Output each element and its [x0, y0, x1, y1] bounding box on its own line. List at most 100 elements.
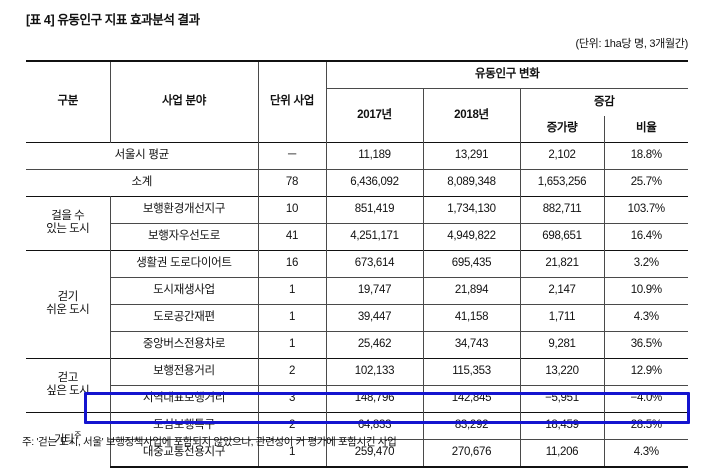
header-row-3: 증가량 비율	[26, 115, 688, 142]
cell-year-2017: 64,833	[326, 411, 424, 439]
table-row-summary: 서울시 평균 － 11,189 13,291 2,102 18.8%	[26, 141, 689, 169]
footnote: 주: '걷는 도시, 서울' 보행정책사업에 포함되지 않았으나, 관련성이 커…	[22, 436, 397, 448]
effect-analysis-table: 구분 사업 분야 단위 사업 유동인구 변화 2017년 2018년 증감 증가…	[26, 60, 689, 468]
cell-delta-rate: 4.3%	[604, 438, 689, 468]
cell-project-field: 보행자우선도로	[110, 222, 259, 250]
cell-year-2018: 13,291	[423, 141, 521, 169]
cell-delta-amount: 2,102	[520, 141, 605, 169]
cell-year-2018: 34,743	[423, 330, 521, 358]
cell-year-2017: 673,614	[326, 249, 424, 277]
cell-delta-amount: 9,281	[520, 330, 605, 358]
cell-year-2018: 8,089,348	[423, 168, 521, 196]
cell-year-2017: 4,251,171	[326, 222, 424, 250]
cell-project-field: 지역대표보행거리	[110, 384, 259, 412]
header-row-1: 구분 사업 분야 단위 사업 유동인구 변화	[26, 60, 689, 142]
cell-delta-amount: 1,653,256	[520, 168, 605, 196]
column-header-unit-project: 단위 사업	[258, 60, 327, 142]
column-header-division: 구분	[26, 60, 111, 142]
table-row: 걷고 싶은 도시 보행전용거리 2 102,133 115,353 13,220 12.9%	[26, 357, 689, 412]
cell-year-2017: 39,447	[326, 303, 424, 331]
cell-delta-amount: 21,821	[520, 249, 605, 277]
cell-year-2018: 41,158	[423, 303, 521, 331]
cell-delta-amount: 882,711	[520, 195, 605, 223]
cell-project-field: 보행환경개선지구	[110, 195, 259, 223]
table-row: 도시재생사업 1 19,747 21,894 2,147 10.9%	[26, 276, 689, 304]
cell-year-2018: 1,734,130	[423, 195, 521, 223]
cell-delta-rate: 18.8%	[604, 141, 689, 169]
table-row: 지역대표보행거리 3 148,796 142,845 −5,951 −4.0%	[26, 384, 689, 412]
summary-row-label: 서울시 평균	[26, 141, 259, 169]
table-row: 기타주 도심보행특구 2 64,833 83,292 18,459 28.5%	[26, 411, 689, 467]
unit-note: (단위: 1ha당 명, 3개월간)	[575, 38, 688, 50]
cell-year-2017: 851,419	[326, 195, 424, 223]
cell-year-2017: 102,133	[326, 357, 424, 385]
table-row: 보행자우선도로 41 4,251,171 4,949,822 698,651 16.4%	[26, 222, 689, 250]
table-head: 구분 사업 분야 단위 사업 유동인구 변화 2017년 2018년 증감 증가…	[26, 60, 689, 142]
cell-year-2018: 21,894	[423, 276, 521, 304]
cell-unit-project: －	[258, 141, 327, 169]
cell-year-2018: 270,676	[423, 438, 521, 468]
cell-unit-project: 16	[258, 249, 327, 277]
summary-row-label: 소계	[26, 168, 259, 196]
cell-year-2018: 142,845	[423, 384, 521, 412]
cell-unit-project: 2	[258, 411, 327, 439]
cell-unit-project: 1	[258, 330, 327, 358]
column-header-population-change: 유동인구 변화	[326, 60, 689, 89]
cell-delta-amount: 13,220	[520, 357, 605, 385]
group-label: 걸을 수 있는 도시	[26, 195, 111, 250]
cell-unit-project: 78	[258, 168, 327, 196]
cell-project-field: 도로공간재편	[110, 303, 259, 331]
cell-year-2018: 4,949,822	[423, 222, 521, 250]
cell-delta-rate: 16.4%	[604, 222, 689, 250]
column-header-project-field: 사업 분야	[110, 60, 259, 142]
cell-year-2017: 11,189	[326, 141, 424, 169]
column-header-year-2018: 2018년	[423, 88, 521, 142]
cell-delta-rate: 36.5%	[604, 330, 689, 358]
cell-delta-amount: −5,951	[520, 384, 605, 412]
table-row-summary: 소계 78 6,436,092 8,089,348 1,653,256 25.7%	[26, 168, 689, 196]
column-header-delta-amount: 증가량	[520, 115, 605, 142]
footnote-marker: 주	[74, 431, 82, 441]
cell-year-2017: 148,796	[326, 384, 424, 412]
column-header-delta-rate: 비율	[635, 121, 657, 134]
cell-year-2018: 695,435	[423, 249, 521, 277]
cell-delta-rate: −4.0%	[604, 384, 689, 412]
table-row: 걷기 쉬운 도시 생활권 도로다이어트 16 673,614 695,435 21,821 3…	[26, 249, 689, 358]
cell-project-field: 중앙버스전용차로	[110, 330, 259, 358]
cell-delta-amount: 2,147	[520, 276, 605, 304]
cell-year-2017: 6,436,092	[326, 168, 424, 196]
cell-project-field: 생활권 도로다이어트	[110, 249, 259, 277]
page-title: [표 4] 유동인구 지표 효과분석 결과	[26, 13, 200, 27]
group-label: 기타주	[26, 411, 111, 467]
column-header-year-2017: 2017년	[326, 88, 424, 142]
cell-year-2017: 25,462	[326, 330, 424, 358]
cell-delta-amount: 1,711	[520, 303, 605, 331]
cell-delta-rate: 12.9%	[604, 357, 689, 385]
cell-delta-amount: 11,206	[520, 438, 605, 468]
table-row: 중앙버스전용차로 1 25,462 34,743 9,281 36.5%	[26, 330, 689, 358]
cell-delta-rate: 4.3%	[604, 303, 689, 331]
cell-unit-project: 3	[258, 384, 327, 412]
cell-unit-project: 1	[258, 303, 327, 331]
header-row-2: 2017년 2018년 증감	[26, 88, 689, 142]
cell-year-2018: 115,353	[423, 357, 521, 385]
group-label: 걷고 싶은 도시	[26, 357, 111, 412]
cell-unit-project: 1	[258, 276, 327, 304]
cell-delta-rate: 10.9%	[604, 276, 689, 304]
cell-delta-rate: 28.5%	[604, 411, 689, 439]
cell-delta-rate: 3.2%	[604, 249, 689, 277]
cell-unit-project: 2	[258, 357, 327, 385]
cell-project-field: 도시재생사업	[110, 276, 259, 304]
table-row: 도로공간재편 1 39,447 41,158 1,711 4.3%	[26, 303, 689, 331]
cell-year-2017: 19,747	[326, 276, 424, 304]
cell-unit-project: 10	[258, 195, 327, 223]
table-body: 서울시 평균 － 11,189 13,291 2,102 18.8% 소계 78 6,436,0…	[26, 141, 689, 468]
table-row: 걸을 수 있는 도시 보행환경개선지구 10 851,419 1,734,130 882,7…	[26, 195, 689, 250]
cell-delta-amount: 18,459	[520, 411, 605, 439]
cell-delta-rate: 103.7%	[604, 195, 689, 223]
cell-project-field: 보행전용거리	[110, 357, 259, 385]
cell-unit-project: 41	[258, 222, 327, 250]
table-container: 구분 사업 분야 단위 사업 유동인구 변화 2017년 2018년 증감 증가…	[26, 60, 689, 468]
cell-year-2018: 83,292	[423, 411, 521, 439]
